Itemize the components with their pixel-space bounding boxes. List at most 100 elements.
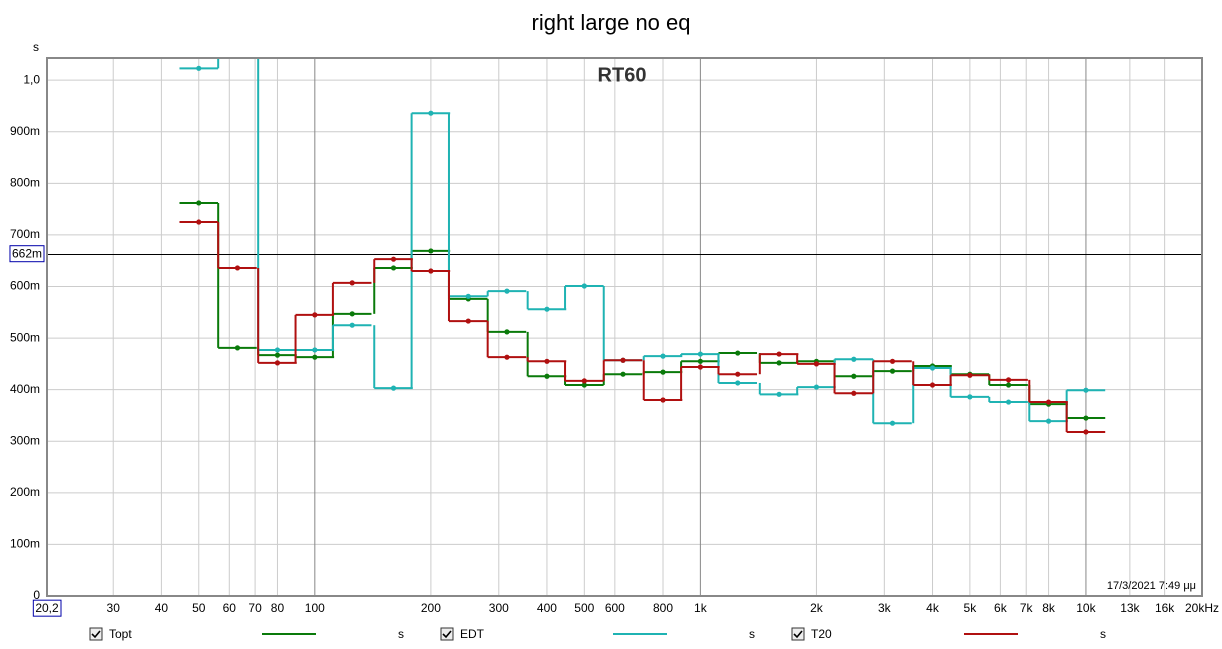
data-point [697,364,703,370]
x-tick-label: 300 [489,601,509,615]
legend-check [91,630,101,639]
data-point [390,265,397,271]
data-point [1083,415,1089,421]
x-tick-label: 4k [926,601,940,615]
data-point [1045,399,1052,405]
data-point [504,354,510,360]
x-tick-label: 16k [1155,601,1175,615]
data-point [544,373,550,379]
y-tick-label: 0 [33,588,40,602]
x-tick-label: 500 [574,601,594,615]
data-point [735,380,741,386]
x-tick-label: 30 [107,601,121,615]
data-point [349,280,355,286]
x-tick-label: 40 [155,601,169,615]
data-point [620,371,626,377]
data-point [581,283,587,289]
data-point [929,382,936,388]
x-tick-label: 2k [810,601,824,615]
data-point [851,356,857,362]
data-point [274,347,281,353]
x-tick-label: 20kHz [1185,601,1219,615]
data-point [735,350,741,356]
data-point [349,311,355,317]
data-point [776,391,782,397]
y-tick-label: 600m [10,279,40,293]
y-tick-label: 500m [10,330,40,344]
cursor-label: 662m [12,247,42,261]
x-tick-label: 6k [994,601,1008,615]
x-tick-label: 20,2 [35,601,59,615]
data-point [1045,418,1052,424]
data-point [504,329,510,335]
data-point [465,318,471,324]
y-tick-label: 1,0 [23,72,40,86]
x-tick-label: 70 [248,601,262,615]
y-tick-label: 900m [10,124,40,138]
data-point [697,358,703,364]
legend-checkbox[interactable] [440,627,454,641]
data-point [851,390,857,396]
chart-title: right large no eq [532,10,691,35]
data-point [390,385,397,391]
data-point [544,358,550,364]
data-point [889,420,896,426]
cursor-box [9,245,45,263]
data-point [428,248,434,254]
data-point [776,351,782,357]
legend-label: Topt [109,627,132,641]
data-point [1005,399,1012,405]
plot-frame [46,57,1203,597]
data-point [813,384,820,390]
data-point [967,372,973,378]
data-point [312,312,318,318]
y-tick-label: 300m [10,433,40,447]
legend-item[interactable]: Topt s [89,627,404,641]
x-tick-label: 13k [1120,601,1140,615]
data-point [1083,387,1089,393]
data-point [967,394,973,400]
y-tick-label: 100m [10,537,40,551]
legend-label: T20 [811,627,832,641]
x-tick-label: 50 [192,601,206,615]
plot-marks [179,58,1106,435]
legend-unit: s [749,627,755,641]
data-point [1005,382,1012,388]
data-point [390,256,397,262]
legend-unit: s [398,627,404,641]
x-tick-label: 600 [605,601,625,615]
data-point [889,368,896,374]
y-tick-label: 400m [10,382,40,396]
legend-item[interactable]: T20 s [791,627,1106,641]
data-point [660,353,666,359]
data-point [196,65,202,71]
data-point [660,397,666,403]
data-point [196,200,202,206]
x-tick-label: 400 [537,601,557,615]
data-point [428,268,434,274]
legend-checkbox[interactable] [791,627,805,641]
y-tick-label: 800m [10,176,40,190]
legend-check [793,630,803,639]
legend-item[interactable]: EDT s [440,627,755,641]
y-axis-label: s [33,40,39,54]
legend-checkbox[interactable] [89,627,103,641]
data-point [544,306,550,312]
data-point [620,357,626,363]
data-point [349,322,355,328]
data-point [1083,429,1089,435]
data-point [196,219,202,225]
y-tick-label: 700m [10,227,40,241]
x-tick-label: 100 [305,601,325,615]
x-tick-label: 1k [694,601,708,615]
data-point [851,373,857,379]
data-point [581,382,587,388]
x-tick-label: 60 [223,601,237,615]
legend-check [442,630,452,639]
x-tick-label: 80 [271,601,285,615]
x-tick-label: 200 [421,601,441,615]
x-tick-label: 5k [964,601,978,615]
data-point [312,347,318,353]
